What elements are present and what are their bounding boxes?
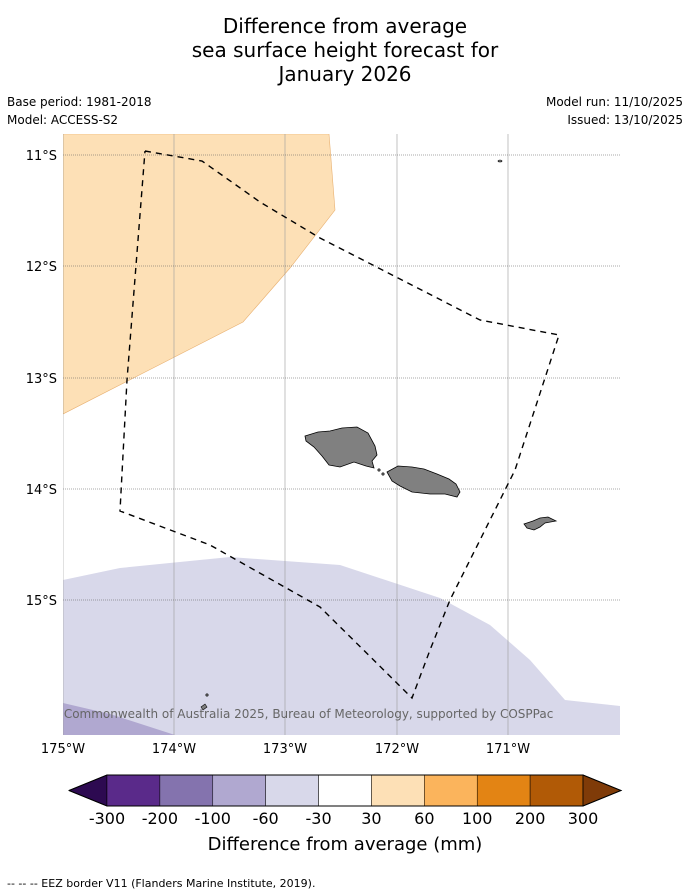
lat-label-12s: 12°S [26, 260, 57, 275]
islet-south-2 [205, 693, 209, 697]
issued-date: Issued: 13/10/2025 [567, 113, 683, 127]
islet-south [200, 703, 208, 711]
colorbar-outline [68, 774, 623, 807]
eez-legend-note: -- -- -- EEZ border V11 (Flanders Marine… [7, 877, 316, 890]
colorbar-tick-label: 30 [361, 809, 381, 828]
base-period: Base period: 1981-2018 [7, 95, 152, 109]
colorbar-bin-4 [318, 774, 372, 807]
lon-label-175w: 175°W [41, 742, 85, 757]
island-tutuila [523, 516, 558, 531]
latitude-lines [63, 154, 620, 601]
colorbar-bin-7 [476, 774, 531, 807]
colorbar-bin-6 [424, 774, 478, 807]
colorbar-tick-label: -60 [253, 809, 279, 828]
copyright-notice: © Commonwealth of Australia 2025, Bureau… [48, 707, 553, 721]
colorbar-tick-label: -300 [89, 809, 125, 828]
title-line-1: Difference from average [222, 14, 468, 38]
colorbar-bin-8 [529, 774, 584, 807]
map-area: © Commonwealth of Australia 2025, Bureau… [48, 134, 620, 735]
islet-manono [381, 472, 385, 476]
colorbar-tick-label: -100 [195, 809, 231, 828]
colorbar-tick-label: 100 [462, 809, 493, 828]
colorbar-bin-3 [265, 774, 319, 807]
colorbar-extend-low [67, 774, 108, 807]
chart-title: Difference from average sea surface heig… [0, 14, 690, 86]
colorbar-title: Difference from average (mm) [208, 834, 483, 855]
anomaly-region-negative [63, 557, 620, 735]
colorbar-bin-1 [159, 774, 214, 807]
title-line-2: sea surface height forecast for [191, 38, 499, 62]
island-upolu [386, 465, 461, 498]
model-run: Model run: 11/10/2025 [545, 95, 683, 109]
colorbar-tick-label: 300 [568, 809, 599, 828]
colorbar-tick-label: -30 [305, 809, 331, 828]
island-savaii [304, 426, 378, 469]
model-name: Model: ACCESS-S2 [7, 113, 119, 127]
lon-label-174w: 174°W [152, 742, 196, 757]
lat-label-11s: 11°S [26, 149, 57, 164]
title-line-3: January 2026 [278, 62, 412, 86]
colorbar-tick-label: 60 [414, 809, 434, 828]
colorbar-bin-0 [106, 774, 161, 807]
lat-label-14s: 14°S [26, 483, 57, 498]
lon-label-172w: 172°W [375, 742, 419, 757]
lon-label-173w: 173°W [263, 742, 307, 757]
colorbar-tick-label: 200 [515, 809, 546, 828]
lon-label-171w: 171°W [486, 742, 530, 757]
islet-apolima [377, 468, 381, 472]
colorbar-bin-2 [212, 774, 266, 807]
colorbar: -300 -200 -100 -60 -30 30 60 100 200 300 [67, 774, 623, 828]
islet-north [497, 159, 503, 163]
colorbar-tick-label: -200 [142, 809, 178, 828]
lat-label-13s: 13°S [26, 372, 57, 387]
anomaly-region-positive [63, 134, 336, 415]
colorbar-bin-5 [371, 774, 425, 807]
lat-label-15s: 15°S [26, 594, 57, 609]
colorbar-extend-high [582, 774, 623, 807]
gridlines [173, 134, 509, 735]
anomaly-region-strong-negative [63, 703, 175, 735]
eez-border [119, 150, 560, 700]
